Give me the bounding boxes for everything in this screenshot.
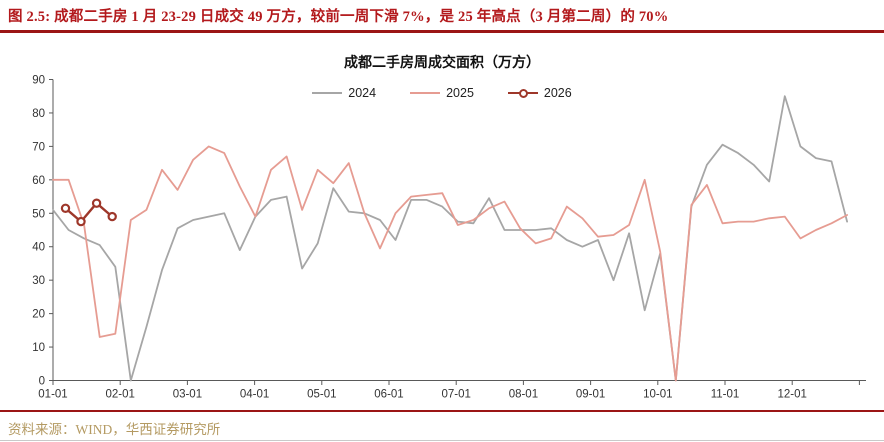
axes xyxy=(49,79,866,385)
y-tick-labels: 0 10 20 30 40 50 60 70 80 90 xyxy=(32,75,45,388)
figure-title: 图 2.5: 成都二手房 1 月 23-29 日成交 49 万方，较前一周下滑 … xyxy=(8,9,669,25)
legend-line-swatch-2025 xyxy=(410,91,441,95)
svg-text:10-01: 10-01 xyxy=(643,389,672,401)
legend-line-swatch-2026 xyxy=(507,88,538,98)
header-rule xyxy=(0,30,884,33)
series-line-2026 xyxy=(64,201,114,223)
svg-text:40: 40 xyxy=(32,242,45,254)
page-bottom-border xyxy=(0,440,884,441)
legend-label-2024: 2024 xyxy=(348,86,377,100)
svg-text:50: 50 xyxy=(32,208,45,220)
svg-text:03-01: 03-01 xyxy=(173,389,202,401)
svg-text:60: 60 xyxy=(32,175,45,187)
svg-text:11-01: 11-01 xyxy=(711,389,740,401)
svg-text:06-01: 06-01 xyxy=(374,389,403,401)
legend-item-2026: 2026 xyxy=(507,86,572,100)
svg-text:30: 30 xyxy=(32,275,45,287)
svg-text:01-01: 01-01 xyxy=(38,389,67,401)
legend-item-2025: 2025 xyxy=(410,86,474,100)
svg-text:09-01: 09-01 xyxy=(576,389,605,401)
legend-label-2026: 2026 xyxy=(543,86,572,100)
svg-text:20: 20 xyxy=(32,309,45,321)
svg-text:10: 10 xyxy=(32,342,45,354)
svg-text:02-01: 02-01 xyxy=(105,389,134,401)
source-note: 资料来源：WIND，华西证券研究所 xyxy=(8,422,221,437)
svg-text:70: 70 xyxy=(32,141,45,153)
series-markers-2026 xyxy=(60,198,117,227)
x-tick-labels: 01-01 02-01 03-01 04-01 05-01 06-01 07-01 08-01… xyxy=(38,389,807,401)
svg-text:90: 90 xyxy=(32,75,45,87)
svg-text:80: 80 xyxy=(32,108,45,120)
series-line-2025 xyxy=(52,145,848,382)
series-line-2024 xyxy=(52,95,848,382)
svg-text:08-01: 08-01 xyxy=(509,389,538,401)
svg-text:05-01: 05-01 xyxy=(307,389,336,401)
chart-title: 成都二手房周成交面积（万方） xyxy=(344,56,540,71)
legend-circle-marker-icon xyxy=(518,88,528,98)
svg-text:0: 0 xyxy=(39,376,45,388)
legend-label-2025: 2025 xyxy=(446,86,474,100)
svg-text:04-01: 04-01 xyxy=(240,389,269,401)
chart-legend: 2024 2025 2026 xyxy=(0,86,884,100)
legend-line-swatch-2024 xyxy=(312,91,343,95)
svg-text:07-01: 07-01 xyxy=(441,389,470,401)
footer-rule xyxy=(0,410,884,412)
legend-item-2024: 2024 xyxy=(312,86,376,100)
svg-text:12-01: 12-01 xyxy=(777,389,806,401)
